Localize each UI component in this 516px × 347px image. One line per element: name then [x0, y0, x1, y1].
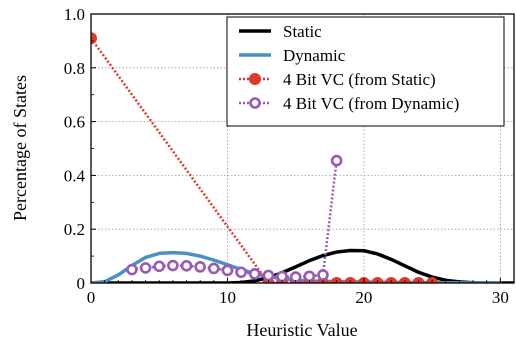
y-axis-label: Percentage of States	[10, 75, 30, 221]
data-point	[153, 260, 166, 273]
x-axis-label: Heuristic Value	[246, 320, 357, 340]
x-tick-label: 0	[87, 288, 96, 307]
y-tick-label: 0.4	[64, 166, 86, 185]
data-point	[194, 261, 206, 273]
data-point	[276, 270, 288, 283]
legend: Static Dynamic 4 Bit VC (from Static) 4 Bit…	[226, 16, 505, 127]
legend-label: Static	[283, 22, 322, 41]
series-line	[91, 248, 514, 283]
data-point	[167, 259, 179, 272]
data-point	[248, 268, 261, 280]
data-point	[317, 269, 329, 281]
legend-item: 4 Bit VC (from Dynamic)	[239, 94, 459, 113]
legend-marker	[249, 73, 261, 85]
y-tick-label: 0.6	[64, 113, 85, 132]
legend-label: Dynamic	[283, 46, 346, 65]
y-tick-label: 0.2	[64, 220, 85, 239]
legend-box	[226, 16, 505, 127]
data-point	[235, 266, 247, 279]
x-tick-label: 10	[219, 288, 236, 307]
data-point	[126, 263, 138, 276]
grid	[91, 14, 514, 283]
legend-label: 4 Bit VC (from Dynamic)	[283, 94, 459, 113]
legend-marker	[249, 97, 261, 109]
data-point	[303, 270, 316, 283]
data-point	[208, 262, 220, 275]
data-point	[262, 269, 275, 282]
legend-item: 4 Bit VC (from Static)	[239, 70, 436, 89]
data-point	[330, 154, 343, 167]
y-tick-label: 0.8	[64, 59, 85, 78]
x-tick-label: 30	[492, 288, 509, 307]
axis-ticks: 0 10 20 30 0 0.2 0.4 0.6 0.8 1.0	[64, 5, 509, 307]
legend-label: 4 Bit VC (from Static)	[283, 70, 436, 89]
legend-item: Dynamic	[239, 46, 346, 65]
x-tick-label: 20	[355, 288, 372, 307]
series-static	[91, 248, 514, 283]
data-point	[139, 262, 152, 274]
data-point	[221, 264, 234, 277]
y-tick-label: 1.0	[64, 5, 85, 24]
data-point	[180, 259, 193, 272]
y-tick-label: 0	[77, 274, 86, 293]
legend-item: Static	[239, 22, 322, 41]
